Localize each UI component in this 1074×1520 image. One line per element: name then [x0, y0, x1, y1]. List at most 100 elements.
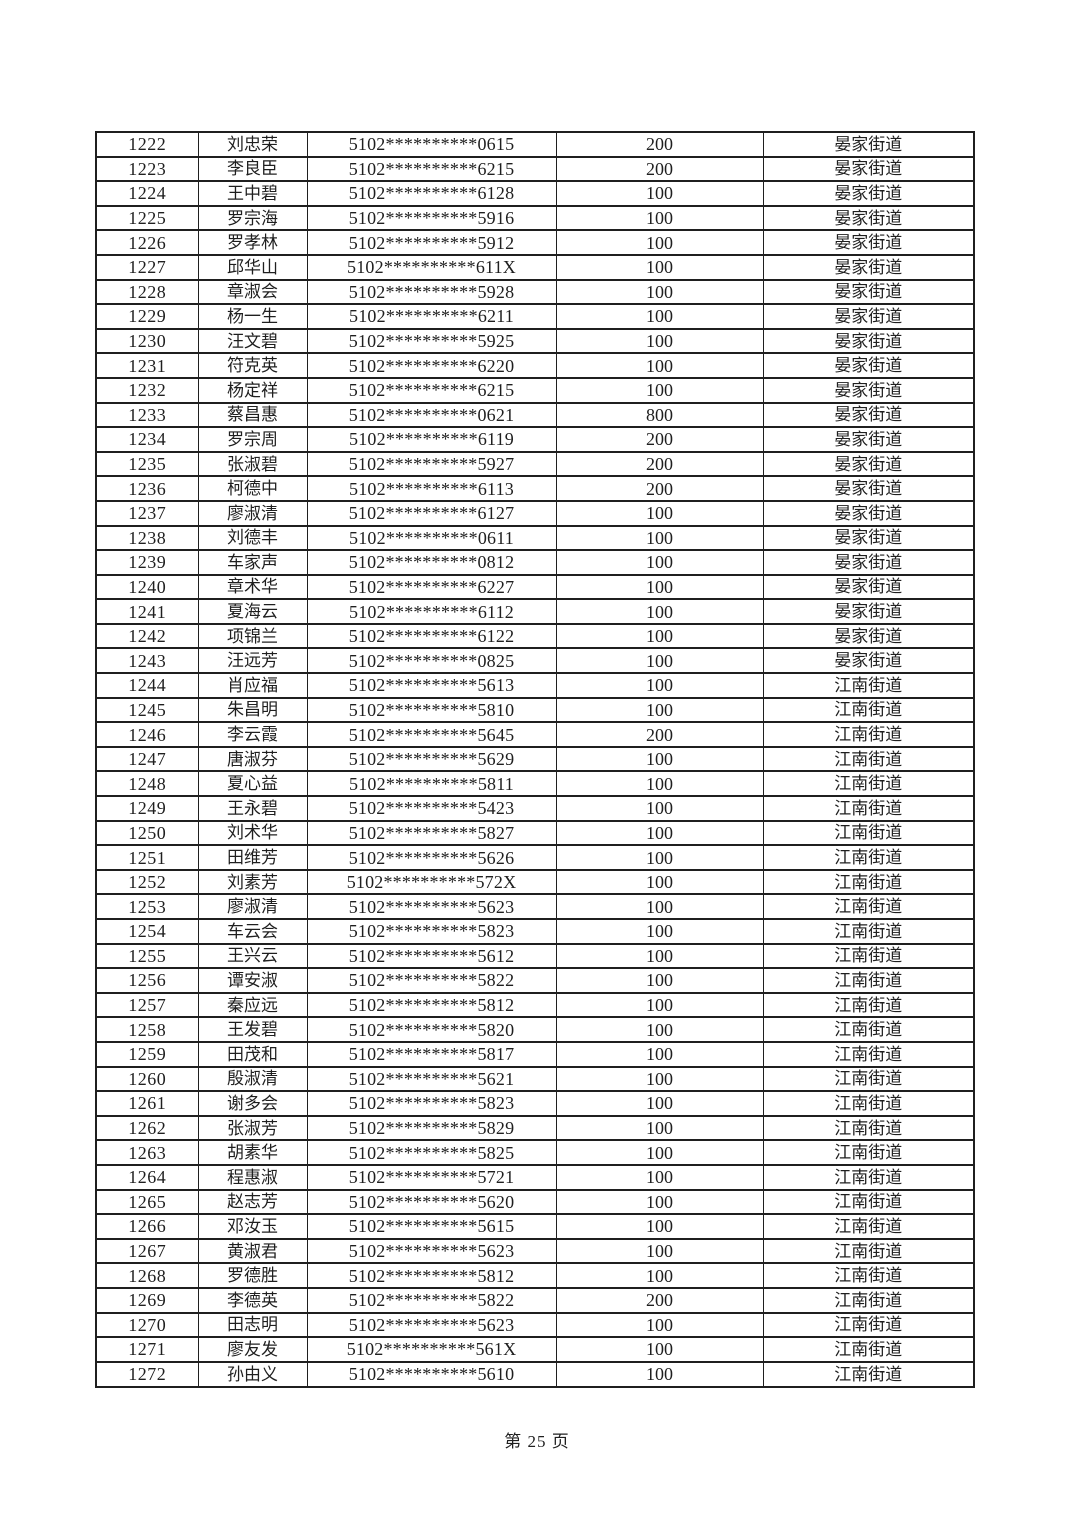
- amount: 100: [555, 1237, 764, 1265]
- masked-id-number: 5102**********5612: [306, 942, 557, 970]
- person-name: 章淑会: [197, 278, 308, 306]
- row-number: 1229: [95, 303, 199, 330]
- district: 江南街道: [762, 1016, 975, 1043]
- person-name: 夏海云: [197, 598, 308, 625]
- row-number: 1240: [95, 573, 199, 601]
- person-name: 肖应福: [197, 672, 308, 699]
- masked-id-number: 5102**********6215: [306, 376, 557, 404]
- person-name: 杨定祥: [197, 376, 308, 404]
- district: 晏家街道: [762, 204, 975, 232]
- person-name: 田志明: [197, 1311, 308, 1339]
- table-row: 1229 杨一生 5102**********6211 100 晏家街道: [95, 303, 975, 330]
- masked-id-number: 5102**********5822: [306, 1286, 557, 1314]
- row-number: 1242: [95, 622, 199, 650]
- masked-id-number: 5102**********6122: [306, 622, 557, 650]
- table-row: 1248 夏心益 5102**********5811 100 江南街道: [95, 770, 975, 798]
- table-row: 1262 张淑芳 5102**********5829 100 江南街道: [95, 1114, 975, 1142]
- district: 晏家街道: [762, 253, 975, 281]
- masked-id-number: 5102**********5645: [306, 721, 557, 748]
- amount: 100: [555, 696, 764, 724]
- table-row: 1223 李良臣 5102**********6215 200 晏家街道: [95, 155, 975, 183]
- amount: 200: [555, 426, 764, 453]
- amount: 100: [555, 795, 764, 822]
- table-row: 1257 秦应远 5102**********5812 100 江南街道: [95, 991, 975, 1019]
- district: 晏家街道: [762, 376, 975, 404]
- table-row: 1254 车云会 5102**********5823 100 江南街道: [95, 918, 975, 945]
- person-name: 王发碧: [197, 1016, 308, 1043]
- person-name: 王兴云: [197, 942, 308, 970]
- amount: 100: [555, 672, 764, 699]
- district: 江南街道: [762, 672, 975, 699]
- person-name: 汪文碧: [197, 327, 308, 355]
- masked-id-number: 5102**********0611: [306, 524, 557, 552]
- masked-id-number: 5102**********5916: [306, 204, 557, 232]
- table-row: 1255 王兴云 5102**********5612 100 江南街道: [95, 942, 975, 970]
- row-number: 1270: [95, 1311, 199, 1339]
- row-number: 1235: [95, 450, 199, 478]
- district: 晏家街道: [762, 598, 975, 625]
- district: 江南街道: [762, 721, 975, 748]
- table-row: 1241 夏海云 5102**********6112 100 晏家街道: [95, 598, 975, 625]
- amount: 100: [555, 549, 764, 576]
- district: 江南街道: [762, 1360, 975, 1389]
- district: 江南街道: [762, 1213, 975, 1240]
- row-number: 1258: [95, 1016, 199, 1043]
- amount: 100: [555, 524, 764, 552]
- masked-id-number: 5102**********5810: [306, 696, 557, 724]
- masked-id-number: 5102**********6227: [306, 573, 557, 601]
- table-row: 1242 项锦兰 5102**********6122 100 晏家街道: [95, 622, 975, 650]
- amount: 200: [555, 450, 764, 478]
- row-number: 1246: [95, 721, 199, 748]
- district: 江南街道: [762, 868, 975, 896]
- district: 晏家街道: [762, 524, 975, 552]
- masked-id-number: 5102**********5615: [306, 1213, 557, 1240]
- district: 江南街道: [762, 795, 975, 822]
- amount: 800: [555, 401, 764, 429]
- district: 江南街道: [762, 1311, 975, 1339]
- row-number: 1268: [95, 1262, 199, 1289]
- person-name: 胡素华: [197, 1139, 308, 1166]
- row-number: 1236: [95, 475, 199, 502]
- table-row: 1253 廖淑清 5102**********5623 100 江南街道: [95, 893, 975, 920]
- masked-id-number: 5102**********5811: [306, 770, 557, 798]
- table-row: 1224 王中碧 5102**********6128 100 晏家街道: [95, 180, 975, 207]
- amount: 100: [555, 967, 764, 994]
- district: 江南街道: [762, 1286, 975, 1314]
- row-number: 1225: [95, 204, 199, 232]
- row-number: 1238: [95, 524, 199, 552]
- table-row: 1250 刘术华 5102**********5827 100 江南街道: [95, 819, 975, 847]
- amount: 100: [555, 573, 764, 601]
- person-name: 项锦兰: [197, 622, 308, 650]
- person-name: 柯德中: [197, 475, 308, 502]
- district: 江南街道: [762, 1065, 975, 1093]
- table-row: 1271 廖友发 5102**********561X 100 江南街道: [95, 1336, 975, 1363]
- table-row: 1264 程惠淑 5102**********5721 100 江南街道: [95, 1163, 975, 1191]
- table-row: 1252 刘素芳 5102**********572X 100 江南街道: [95, 868, 975, 896]
- masked-id-number: 5102**********6220: [306, 352, 557, 379]
- row-number: 1260: [95, 1065, 199, 1093]
- table-row: 1267 黄淑君 5102**********5623 100 江南街道: [95, 1237, 975, 1265]
- table-row: 1235 张淑碧 5102**********5927 200 晏家街道: [95, 450, 975, 478]
- row-number: 1239: [95, 549, 199, 576]
- person-name: 程惠淑: [197, 1163, 308, 1191]
- district: 江南街道: [762, 1040, 975, 1068]
- masked-id-number: 5102**********5613: [306, 672, 557, 699]
- person-name: 车家声: [197, 549, 308, 576]
- table-row: 1232 杨定祥 5102**********6215 100 晏家街道: [95, 376, 975, 404]
- district: 晏家街道: [762, 180, 975, 207]
- district: 江南街道: [762, 819, 975, 847]
- masked-id-number: 5102**********5626: [306, 844, 557, 871]
- table-row: 1260 殷淑清 5102**********5621 100 江南街道: [95, 1065, 975, 1093]
- table-row: 1251 田维芳 5102**********5626 100 江南街道: [95, 844, 975, 871]
- beneficiary-table: 1222 刘忠荣 5102**********0615 200 晏家街道 1223 李良臣 5…: [95, 131, 975, 1389]
- row-number: 1232: [95, 376, 199, 404]
- district: 江南街道: [762, 1090, 975, 1117]
- amount: 100: [555, 1360, 764, 1389]
- masked-id-number: 5102**********5827: [306, 819, 557, 847]
- table-row: 1272 孙由义 5102**********5610 100 江南街道: [95, 1360, 975, 1389]
- district: 江南街道: [762, 1262, 975, 1289]
- row-number: 1227: [95, 253, 199, 281]
- masked-id-number: 5102**********5812: [306, 1262, 557, 1289]
- person-name: 刘术华: [197, 819, 308, 847]
